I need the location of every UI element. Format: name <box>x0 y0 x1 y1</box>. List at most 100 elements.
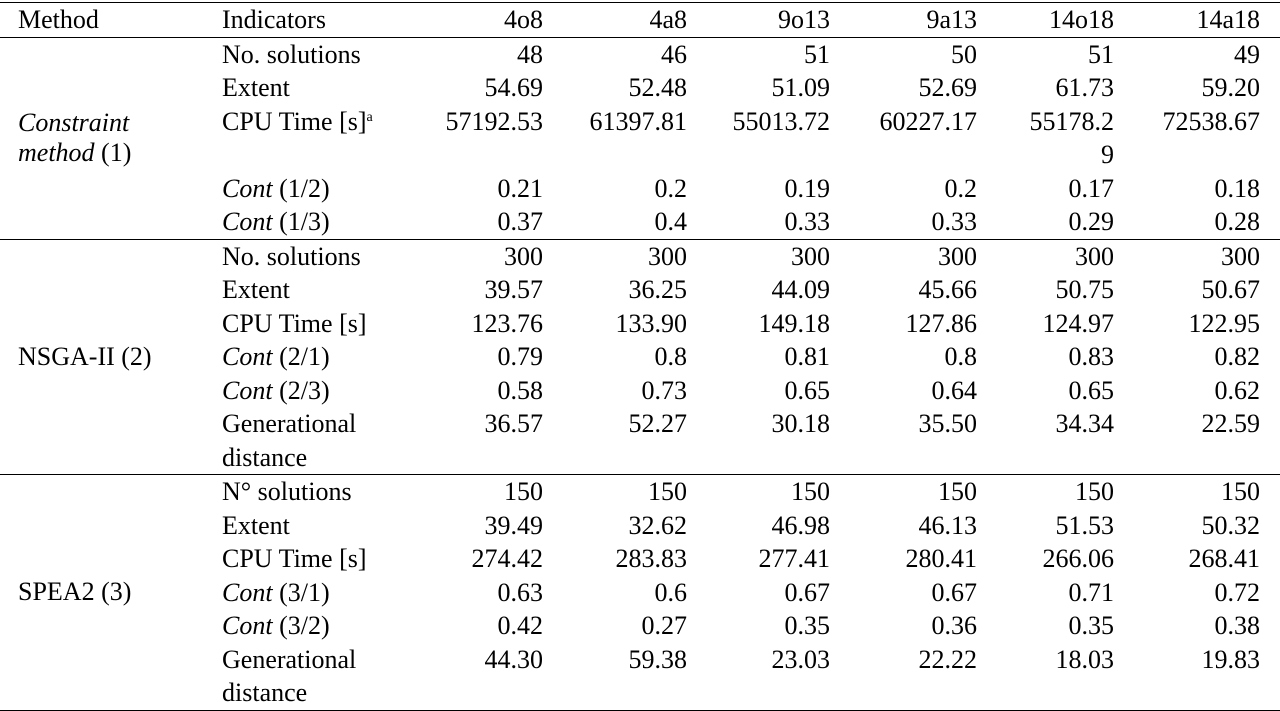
value-cell: 0.36 <box>931 611 978 640</box>
method-name: Constraint method <box>18 108 130 167</box>
value-cell: 0.63 <box>497 577 544 607</box>
value-cell: 0.37 <box>497 207 544 236</box>
value-cell: 0.19 <box>784 173 831 203</box>
value-cell: 59.20 <box>1201 73 1261 102</box>
value-cell: 36.57 <box>484 409 544 438</box>
data-row: Cont (3/1) 0.63 0.6 0.67 0.67 0.71 0.72 <box>222 576 1280 610</box>
data-row: Cont (1/3) 0.37 0.4 0.33 0.33 0.29 0.28 <box>222 205 1280 239</box>
footnote-mark: a <box>366 109 373 125</box>
indicator-cell: No. solutions <box>222 38 397 72</box>
indicator: No. solutions <box>222 39 361 69</box>
value-cell: 0.82 <box>1214 342 1261 371</box>
value-cell: 0.6 <box>654 577 688 607</box>
value-cell: 268.41 <box>1188 544 1261 573</box>
value-cell: 48 <box>517 39 543 69</box>
value-cell: 49 <box>1234 39 1260 69</box>
value-cell: 35.50 <box>918 409 978 438</box>
data-row: Extent 39.49 32.62 46.98 46.13 51.53 50.32 <box>222 509 1280 543</box>
indicator-cell: Cont (3/2) <box>222 609 397 643</box>
indicator: Cont <box>222 375 273 405</box>
header-row: Method Indicators 4o8 4a8 9o13 9a13 14o18 14a18 <box>0 3 1280 38</box>
header-cell: 9o13 <box>778 5 830 34</box>
value-cell: 50.75 <box>1055 275 1115 304</box>
value-cell: 127.86 <box>905 308 978 338</box>
indicator: Generational distance <box>222 644 357 708</box>
value-cell: 72538.67 <box>1162 106 1261 136</box>
value-cell: 300 <box>791 241 830 271</box>
value-cell: 150 <box>938 477 977 506</box>
indicator: Extent <box>222 510 290 540</box>
value-cell: 283.83 <box>615 544 688 573</box>
value-cell: 61397.81 <box>589 106 688 136</box>
value-cell: 55013.72 <box>732 106 831 136</box>
value-cell: 19.83 <box>1201 644 1261 674</box>
indicator-cell: Extent <box>222 273 397 307</box>
value-cell: 50 <box>951 39 977 69</box>
data-row: Generational distance 36.57 52.27 30.18 35.5… <box>222 407 1280 474</box>
value-cell: 46.98 <box>771 510 831 540</box>
header-cell: 4o8 <box>504 5 543 34</box>
value-cell: 0.27 <box>641 611 688 640</box>
data-row: Cont (1/2) 0.21 0.2 0.19 0.2 0.17 0.18 <box>222 172 1280 206</box>
value-cell: 55178.29 <box>1029 106 1115 170</box>
value-cell: 0.62 <box>1214 375 1261 405</box>
value-cell: 30.18 <box>771 409 831 438</box>
value-cell: 300 <box>504 241 543 271</box>
value-cell: 50.67 <box>1201 275 1261 304</box>
data-row: Cont (2/1) 0.79 0.8 0.81 0.8 0.83 0.82 <box>222 340 1280 374</box>
value-cell: 34.34 <box>1055 409 1115 438</box>
indicator: CPU Time [s] <box>222 106 367 136</box>
method-cell: SPEA2 (3) <box>0 475 222 710</box>
value-cell: 0.65 <box>784 375 831 405</box>
value-cell: 61.73 <box>1055 73 1115 102</box>
value-cell: 57192.53 <box>445 106 544 136</box>
value-cell: 150 <box>791 477 830 506</box>
header-cell: 14o18 <box>1049 5 1114 34</box>
method-label: Constraint method (1) <box>18 108 178 168</box>
value-cell: 44.30 <box>484 644 544 674</box>
value-cell: 46.13 <box>918 510 978 540</box>
value-cell: 0.2 <box>944 173 978 203</box>
value-cell: 50.32 <box>1201 510 1261 540</box>
data-row: No. solutions 48 46 51 50 51 49 <box>222 38 1280 72</box>
indicator-ref: (2/3) <box>279 375 330 405</box>
value-cell: 39.49 <box>484 510 544 540</box>
method-group: SPEA2 (3) N° solutions 150 150 150 150 150 150 E… <box>0 475 1280 711</box>
value-cell: 0.8 <box>944 342 978 371</box>
value-cell: 0.64 <box>931 375 978 405</box>
data-row: CPU Time [s]a 57192.53 61397.81 55013.72 602… <box>222 105 1280 172</box>
indicator-cell: Cont (2/3) <box>222 374 397 408</box>
indicator-cell: No. solutions <box>222 240 397 274</box>
indicator: Cont <box>222 342 273 371</box>
value-cell: 300 <box>1075 241 1114 271</box>
method-group: NSGA-II (2) No. solutions 300 300 300 300 300 3… <box>0 240 1280 475</box>
value-cell: 300 <box>1221 241 1260 271</box>
value-cell: 46 <box>661 39 687 69</box>
indicator-cell: Generational distance <box>222 407 397 474</box>
data-row: Cont (2/3) 0.58 0.73 0.65 0.64 0.65 0.62 <box>222 374 1280 408</box>
indicator: Cont <box>222 207 273 236</box>
indicator-cell: Extent <box>222 509 397 543</box>
value-cell: 59.38 <box>628 644 688 674</box>
indicator-cell: Cont (2/1) <box>222 340 397 374</box>
indicator-cell: N° solutions <box>222 475 397 509</box>
value-cell: 0.21 <box>497 173 544 203</box>
indicator-cell: Cont (3/1) <box>222 576 397 610</box>
indicator: CPU Time [s] <box>222 544 367 573</box>
indicator-ref: (1/3) <box>279 207 330 236</box>
data-row: Cont (3/2) 0.42 0.27 0.35 0.36 0.35 0.38 <box>222 609 1280 643</box>
method-cell: NSGA-II (2) <box>0 240 222 475</box>
header-cell: 4a8 <box>649 5 687 34</box>
indicator-ref: (1/2) <box>279 173 330 203</box>
method-name: NSGA-II <box>18 341 115 371</box>
value-cell: 51 <box>1088 39 1114 69</box>
value-cell: 150 <box>1075 477 1114 506</box>
value-cell: 266.06 <box>1042 544 1115 573</box>
group-rows: N° solutions 150 150 150 150 150 150 Extent 39.4… <box>222 475 1280 710</box>
data-row: CPU Time [s] 274.42 283.83 277.41 280.41 266.… <box>222 542 1280 576</box>
value-cell: 51.09 <box>771 73 831 102</box>
group-rows: No. solutions 48 46 51 50 51 49 Extent 54.69 52.4… <box>222 38 1280 239</box>
indicator: Cont <box>222 577 273 607</box>
value-cell: 122.95 <box>1188 308 1261 338</box>
value-cell: 0.35 <box>1068 611 1115 640</box>
